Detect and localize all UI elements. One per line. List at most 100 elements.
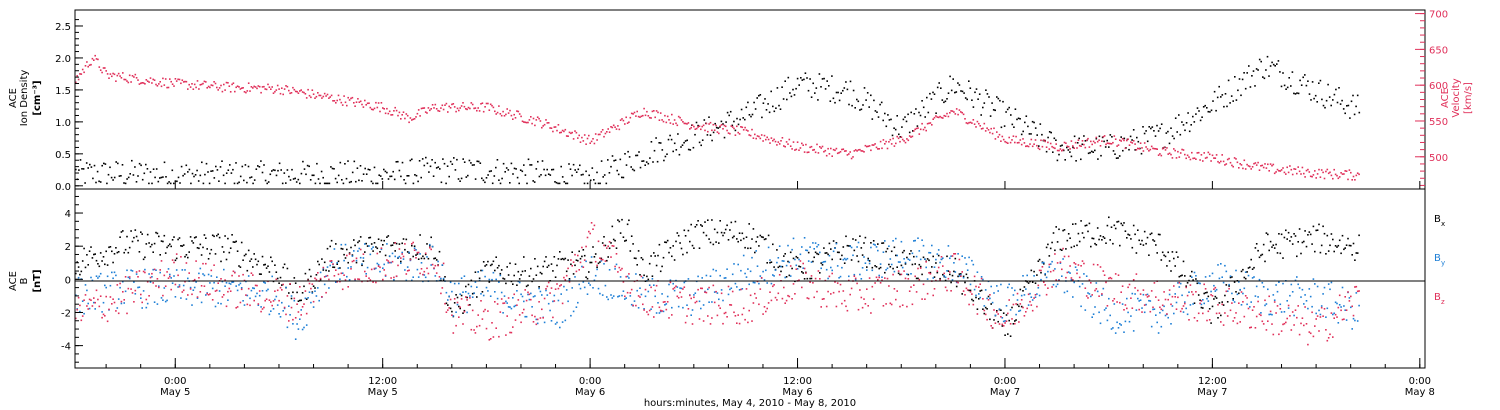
bx-point-197: [347, 261, 349, 264]
bx-point-191: [339, 267, 341, 269]
bx-point-348: [556, 264, 558, 267]
bz-point-733: [1088, 279, 1091, 281]
bx-point-612: [921, 273, 923, 276]
bz-point-867: [1273, 301, 1276, 303]
bx-point-853: [1254, 247, 1257, 249]
by-point-602: [907, 258, 910, 260]
by-point-550: [835, 242, 838, 245]
bx-point-237: [402, 238, 405, 240]
ion-density-point-673: [1122, 149, 1124, 152]
velocity-point-585: [884, 143, 886, 145]
bx-point-641: [961, 293, 963, 295]
velocity-point-343: [549, 127, 551, 129]
bz-point-258: [431, 263, 434, 266]
velocity-point-616: [926, 122, 929, 125]
by-point-752: [1114, 332, 1117, 334]
bz-point-809: [1193, 317, 1196, 319]
ion-density-point-720: [1195, 113, 1197, 115]
bz-point-113: [231, 274, 233, 277]
velocity-point-270: [448, 105, 450, 108]
ion-density-point-456: [784, 80, 786, 82]
velocity-point-388: [611, 126, 614, 129]
velocity-point-421: [657, 111, 659, 114]
velocity-point-159: [294, 90, 297, 93]
ion-density-point-81: [201, 161, 203, 164]
ion-density-point-707: [1174, 117, 1177, 119]
bz-point-777: [1149, 310, 1152, 313]
bz-point-673: [1005, 320, 1008, 322]
ion-density-point-151: [309, 179, 312, 181]
bx-point-497: [762, 236, 764, 239]
bx-point-779: [1152, 239, 1154, 241]
velocity-point-838: [1233, 157, 1236, 159]
ion-density-point-781: [1290, 85, 1292, 87]
velocity-point-360: [572, 138, 575, 140]
by-point-603: [908, 259, 911, 261]
velocity-point-628: [943, 114, 945, 117]
bx-point-720: [1070, 246, 1073, 249]
by-point-354: [564, 319, 567, 322]
bz-point-737: [1094, 289, 1096, 292]
velocity-point-670: [1001, 135, 1004, 138]
bz-point-438: [680, 296, 683, 298]
ion-density-point-733: [1215, 109, 1217, 112]
bx-point-596: [899, 273, 901, 276]
velocity-point-378: [597, 133, 600, 136]
by-point-715: [1063, 291, 1066, 294]
velocity-point-672: [1004, 140, 1006, 143]
by-point-862: [1267, 288, 1269, 291]
ion-density-point-254: [470, 162, 472, 164]
by-point-586: [885, 269, 887, 271]
bz-point-840: [1236, 322, 1239, 325]
bx-point-893: [1309, 233, 1312, 236]
top-left-ylabel-line3: [cm⁻³]: [32, 80, 43, 115]
bx-point-905: [1326, 234, 1329, 237]
by-point-289: [474, 281, 477, 283]
velocity-point-643: [964, 118, 966, 120]
ion-density-point-281: [512, 173, 514, 175]
velocity-point-396: [622, 119, 625, 122]
by-point-55: [151, 276, 153, 278]
velocity-point-352: [561, 129, 564, 132]
by-point-482: [741, 288, 744, 290]
by-point-68: [169, 273, 171, 276]
bz-point-925: [1354, 286, 1356, 288]
velocity-point-411: [643, 107, 645, 110]
velocity-point-401: [629, 116, 632, 119]
velocity-point-529: [806, 151, 809, 154]
bz-point-584: [882, 305, 885, 307]
bx-point-193: [341, 248, 344, 250]
ion-density-point-713: [1184, 129, 1186, 132]
bz-point-621: [933, 288, 936, 290]
by-point-121: [242, 300, 244, 302]
by-point-623: [936, 253, 939, 255]
bz-point-519: [792, 283, 795, 285]
bx-point-861: [1265, 232, 1268, 234]
velocity-point-395: [621, 118, 623, 120]
bz-point-463: [715, 290, 717, 293]
ion-density-point-114: [252, 182, 254, 185]
bx-point-12: [91, 257, 94, 259]
velocity-point-340: [545, 119, 547, 121]
by-point-345: [552, 300, 554, 303]
by-point-682: [1018, 310, 1020, 312]
bx-point-634: [951, 274, 954, 277]
bx-point-584: [882, 242, 885, 244]
ion-density-point-701: [1165, 132, 1168, 134]
velocity-point-277: [458, 109, 460, 112]
ion-density-point-718: [1192, 115, 1194, 118]
by-point-215: [372, 246, 374, 248]
by-point-129: [253, 287, 255, 290]
by-point-264: [440, 277, 442, 280]
ion-density-point-614: [1030, 133, 1032, 135]
ion-density-point-308: [554, 181, 556, 183]
velocity-point-211: [366, 102, 369, 105]
by-point-146: [276, 304, 279, 306]
bx-point-515: [787, 260, 789, 263]
ion-density-point-438: [756, 97, 758, 99]
bz-point-39: [128, 276, 131, 278]
ion-density-point-272: [498, 179, 500, 181]
bx-point-538: [819, 272, 821, 274]
bz-point-602: [907, 278, 910, 280]
bz-point-707: [1052, 269, 1055, 272]
